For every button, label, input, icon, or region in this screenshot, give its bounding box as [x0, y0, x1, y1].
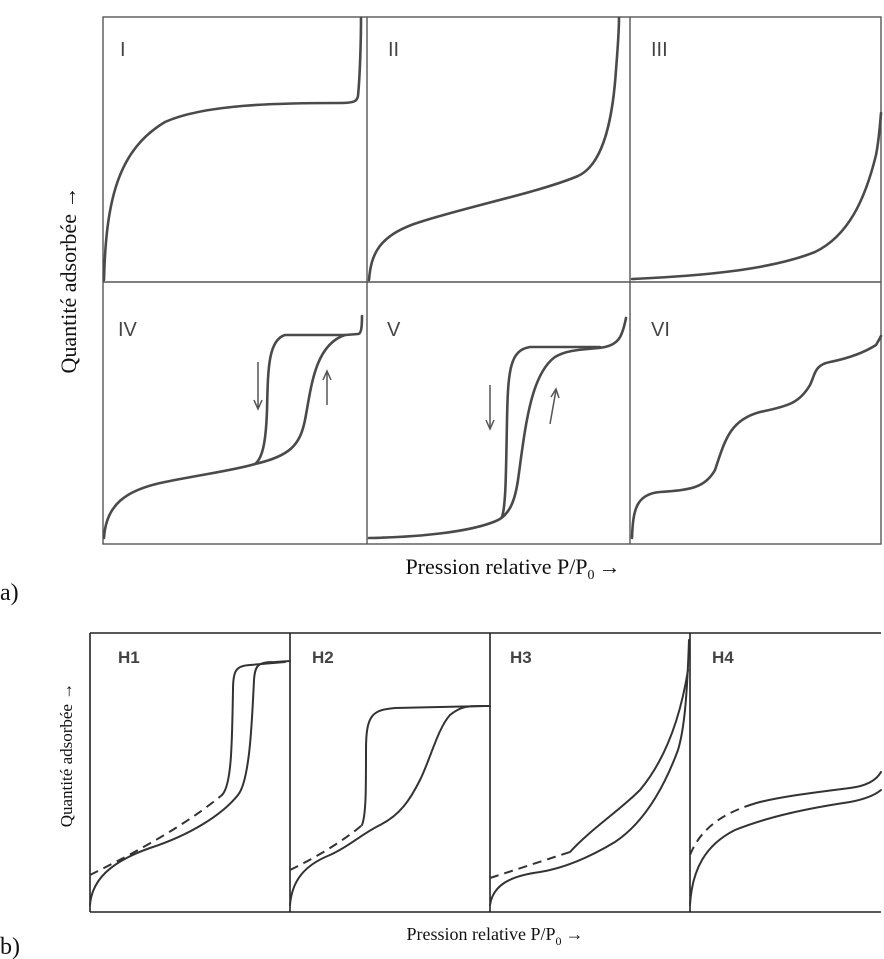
hysteresis-H4-desorption [749, 771, 882, 806]
hysteresis-H3-dashed [489, 851, 571, 879]
figure-b-part-label: b) [0, 934, 20, 959]
panel-label-H1: H1 [118, 648, 140, 667]
figure-a-x-axis-label: Pression relative P/P0 → [405, 554, 620, 583]
hysteresis-H1-desorption [221, 661, 286, 796]
isotherm-type-II [367, 16, 621, 282]
figure-a-y-axis-label: Quantité adsorbée → [56, 187, 81, 374]
hysteresis-H4 [689, 771, 882, 906]
hysteresis-H1-adsorption [89, 660, 291, 906]
hysteresis-H1-dashed [89, 794, 223, 876]
panel-label-III: III [651, 39, 668, 61]
panel-label-H2: H2 [312, 648, 334, 667]
hysteresis-H4-adsorption [689, 789, 882, 906]
hysteresis-H2-dashed [289, 824, 363, 871]
hysteresis-H3-adsorption [489, 639, 690, 906]
figure-b-y-axis-label: Quantité adsorbée → [57, 683, 76, 827]
arrow-adsorption-IV [322, 369, 332, 405]
hysteresis-H4-dashed [689, 804, 751, 856]
figure-a: I II III IV V VI [0, 16, 883, 606]
panel-label-I: I [120, 39, 126, 61]
arrow-adsorption-V [549, 387, 560, 425]
figure-a-part-label: a) [0, 580, 19, 606]
isotherm-type-V [367, 316, 628, 540]
figure-b-frame [89, 632, 881, 913]
isotherm-type-IV-desorption [253, 333, 347, 466]
isotherm-type-III [630, 111, 883, 281]
hysteresis-H3-desorption [569, 669, 689, 853]
hysteresis-H2-adsorption [289, 704, 491, 906]
hysteresis-H2 [289, 704, 491, 906]
panel-label-VI: VI [651, 319, 670, 341]
isotherm-type-I [102, 16, 363, 282]
isotherm-type-VI [630, 334, 883, 540]
figure-b-x-axis-label: Pression relative P/P0 → [407, 924, 584, 948]
panel-label-IV: IV [118, 319, 138, 341]
figure-a-frame [102, 16, 882, 545]
panel-label-H3: H3 [510, 648, 532, 667]
hysteresis-H1 [89, 660, 291, 906]
hysteresis-H3 [489, 639, 690, 906]
isotherm-type-V-adsorption [367, 316, 628, 540]
arrow-desorption-V [485, 385, 495, 431]
panel-label-V: V [387, 319, 401, 341]
isotherm-type-V-desorption [500, 345, 602, 519]
isotherm-type-IV-adsorption [102, 314, 364, 540]
figure-b: H1 H2 H3 H4 Quantité adsorbée [0, 632, 882, 959]
isotherm-type-IV [102, 314, 364, 540]
arrow-desorption-IV [253, 362, 263, 411]
panel-label-II: II [388, 39, 399, 61]
panel-label-H4: H4 [712, 648, 734, 667]
hysteresis-H2-desorption [361, 705, 486, 826]
